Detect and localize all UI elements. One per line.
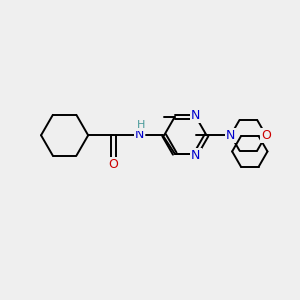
- Text: N: N: [135, 128, 144, 141]
- Text: N: N: [191, 109, 201, 122]
- Text: O: O: [261, 129, 271, 142]
- Text: O: O: [108, 158, 118, 171]
- Text: N: N: [226, 129, 236, 142]
- Text: N: N: [191, 148, 201, 162]
- Text: H: H: [137, 120, 145, 130]
